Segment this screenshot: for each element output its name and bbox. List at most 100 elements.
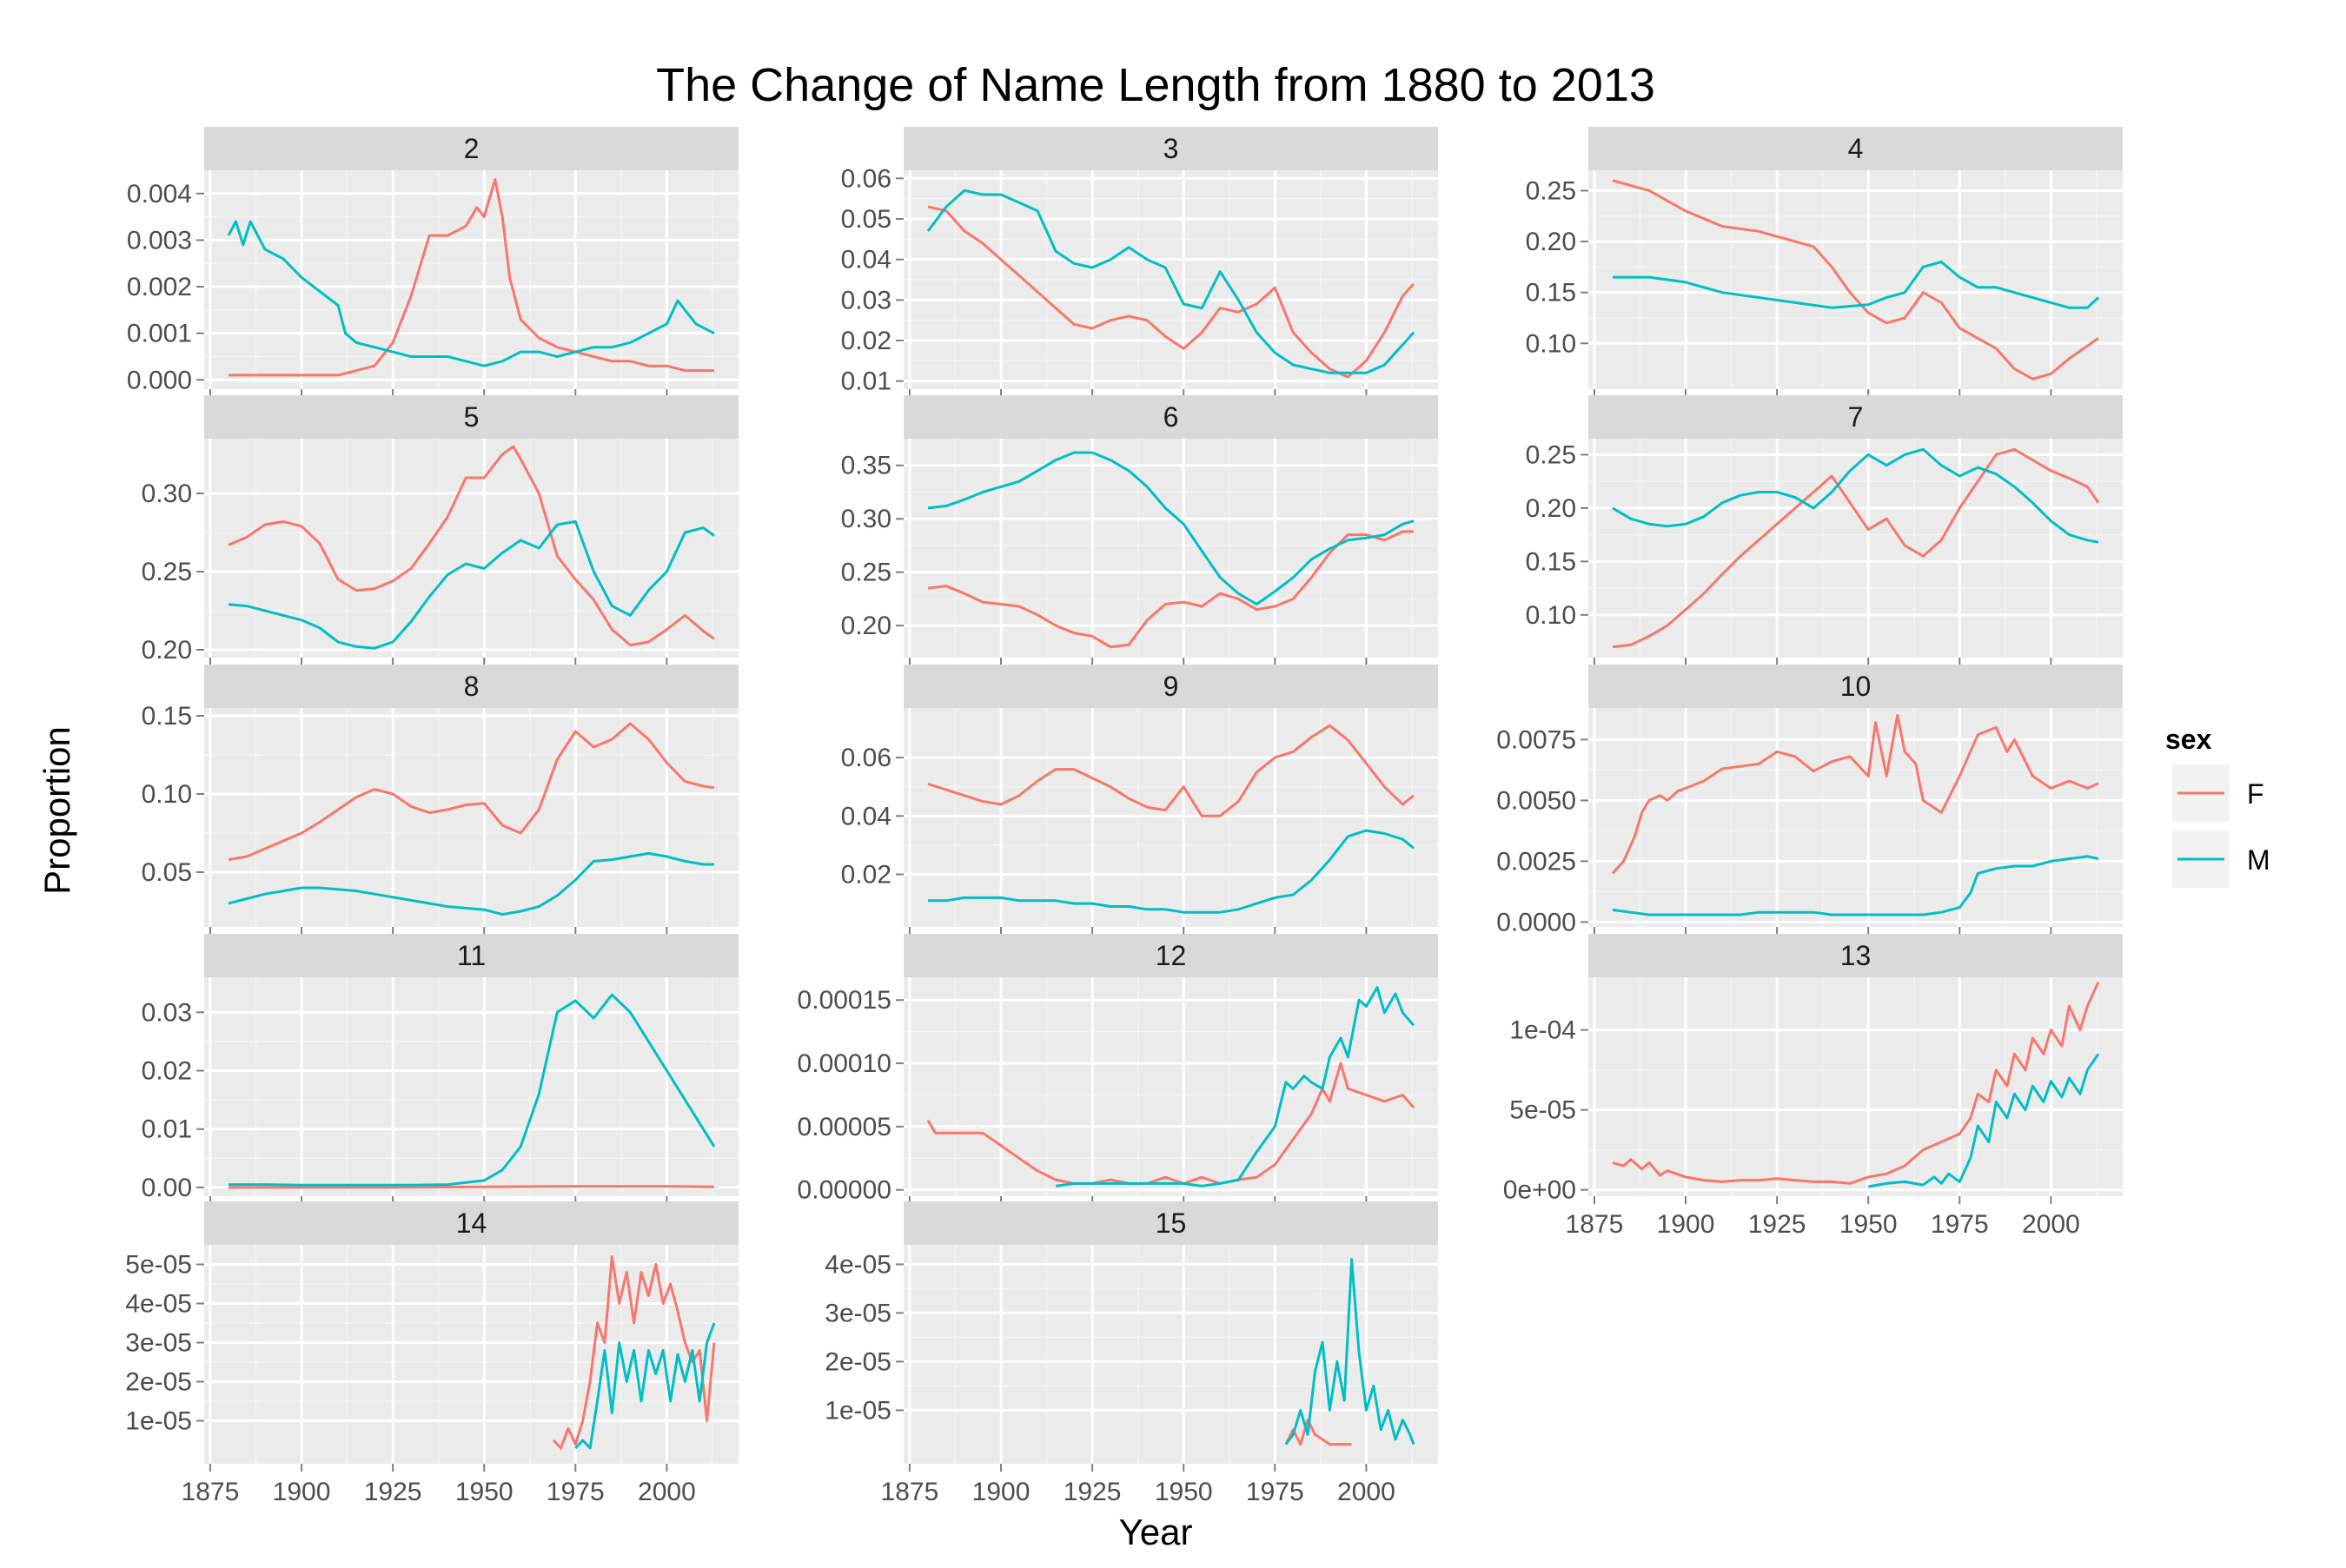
plot-panel <box>904 708 1438 927</box>
facet-strip-label: 10 <box>1840 671 1872 702</box>
legend-label-female: F <box>2247 778 2264 810</box>
facet-panel-13: 13 0e+00 5e-05 1e-04 1875 1900 1925 1950 1975 200… <box>1503 934 2123 1239</box>
facet-strip <box>1588 934 2123 977</box>
y-tick-label: 1e-05 <box>825 1396 891 1425</box>
y-tick-label: 0.02 <box>142 1057 192 1086</box>
y-tick-label: 0.00005 <box>798 1113 891 1141</box>
y-tick-label: 5e-05 <box>125 1251 192 1280</box>
series-line-male <box>1867 1053 2100 1188</box>
x-tick-label: 1875 <box>182 1478 240 1506</box>
y-tick-label: 3e-05 <box>125 1329 192 1358</box>
y-tick-label: 0.02 <box>841 327 891 355</box>
facet-strip-label: 14 <box>456 1207 487 1239</box>
x-tick-label: 1900 <box>972 1478 1031 1506</box>
y-tick-label: 2e-05 <box>125 1368 192 1397</box>
legend-item-female: F <box>2172 764 2264 822</box>
series-line-female <box>228 445 715 647</box>
y-tick-label: 0.15 <box>1526 279 1576 308</box>
series-line-female <box>228 722 715 862</box>
y-tick-label: 0.000 <box>127 366 192 394</box>
series-line-female <box>1612 179 2099 380</box>
x-tick-label: 2000 <box>2022 1210 2080 1239</box>
facet-strip <box>904 1201 1438 1245</box>
facet-strip-label: 11 <box>457 940 486 971</box>
y-tick-label: 4e-05 <box>125 1290 192 1319</box>
series-line-male <box>927 451 1415 605</box>
y-tick-label: 0.04 <box>841 246 891 275</box>
x-tick-label: 1950 <box>1155 1478 1213 1506</box>
plot-panel <box>204 170 739 389</box>
legend-label-male: M <box>2247 844 2270 876</box>
x-tick-label: 1975 <box>547 1478 605 1506</box>
facet-panel-9: 9 0.02 0.04 0.06 <box>841 665 1438 935</box>
y-tick-label: 0.25 <box>1526 440 1576 469</box>
facet-strip-label: 8 <box>464 671 480 702</box>
series-line-female <box>1284 1419 1352 1446</box>
series-line-male <box>1613 261 2100 309</box>
facet-strip <box>204 395 739 439</box>
series-line-male <box>1612 855 2099 916</box>
y-tick-label: 0.20 <box>1526 494 1576 523</box>
y-tick-label: 0.25 <box>1526 176 1576 205</box>
facet-strip <box>204 1201 739 1245</box>
y-tick-label: 0.35 <box>841 452 891 480</box>
y-tick-label: 0.20 <box>841 612 891 640</box>
x-tick-label: 1975 <box>1931 1210 1989 1239</box>
x-tick-label: 2000 <box>638 1478 696 1506</box>
y-tick-label: 0.002 <box>127 273 192 301</box>
facet-strip-label: 9 <box>1163 671 1179 702</box>
facet-panel-5: 5 0.20 0.25 0.30 <box>142 395 739 665</box>
facet-strip <box>204 934 739 977</box>
facet-panel-8: 8 0.05 0.10 0.15 <box>142 665 739 935</box>
y-tick-label: 0.0025 <box>1496 847 1576 876</box>
facet-strip-label: 5 <box>464 401 480 433</box>
y-tick-label: 1e-04 <box>1509 1016 1576 1045</box>
facet-strip <box>1588 395 2123 439</box>
facet-strip-label: 13 <box>1840 940 1872 971</box>
x-tick-label: 1950 <box>455 1478 514 1506</box>
facet-panels: 20.0000.0010.0020.0030.00430.010.020.030… <box>125 127 2123 1506</box>
legend: sex F M <box>2165 724 2270 888</box>
facet-strip-label: 6 <box>1163 401 1179 433</box>
x-tick-label: 1925 <box>1064 1478 1122 1506</box>
series-line-male <box>1284 1258 1415 1446</box>
facet-panel-6: 6 0.20 0.25 0.30 0.35 <box>841 395 1438 665</box>
y-tick-label: 0.30 <box>142 480 192 508</box>
facet-panel-14: 14 1e-05 2e-05 3e-05 4e-05 5e-05 1875 1900 1925 1… <box>125 1201 739 1506</box>
plot-panel <box>904 439 1438 658</box>
y-tick-label: 0.06 <box>841 164 891 193</box>
y-tick-label: 0.003 <box>127 226 192 255</box>
y-tick-label: 0.02 <box>841 861 891 890</box>
y-axis-title: Proportion <box>36 726 77 895</box>
facet-panel-12: 12 0.00000 0.00005 0.00010 0.00015 <box>798 934 1438 1205</box>
series-line-male <box>228 519 715 650</box>
facet-strip-label: 4 <box>1848 133 1864 164</box>
facet-strip <box>1588 665 2123 708</box>
y-tick-label: 0.05 <box>142 858 192 887</box>
y-tick-label: 0.25 <box>841 559 891 587</box>
series-line-female <box>553 1255 716 1450</box>
y-tick-label: 5e-05 <box>1509 1096 1576 1125</box>
plot-panel <box>204 439 739 658</box>
y-tick-label: 0.06 <box>841 744 891 772</box>
x-tick-label: 1900 <box>273 1478 331 1506</box>
y-tick-label: 0.05 <box>841 205 891 234</box>
y-tick-label: 4e-05 <box>825 1250 891 1279</box>
series-line-female <box>229 1185 715 1189</box>
y-tick-label: 0.00 <box>142 1174 192 1202</box>
plot-panel <box>1588 708 2123 927</box>
series-line-male <box>574 1322 716 1450</box>
y-tick-label: 0.01 <box>142 1115 192 1144</box>
x-axis-title: Year <box>1119 1512 1193 1552</box>
series-line-male <box>926 189 1415 374</box>
y-tick-label: 0.10 <box>1526 601 1576 630</box>
y-tick-label: 2e-05 <box>825 1347 891 1376</box>
series-line-male <box>229 993 716 1187</box>
series-line-female <box>1612 981 2100 1185</box>
series-line-male <box>1612 447 2099 544</box>
facet-strip-label: 15 <box>1156 1207 1187 1239</box>
y-tick-label: 0.00015 <box>798 986 891 1015</box>
x-tick-label: 1875 <box>881 1478 939 1506</box>
